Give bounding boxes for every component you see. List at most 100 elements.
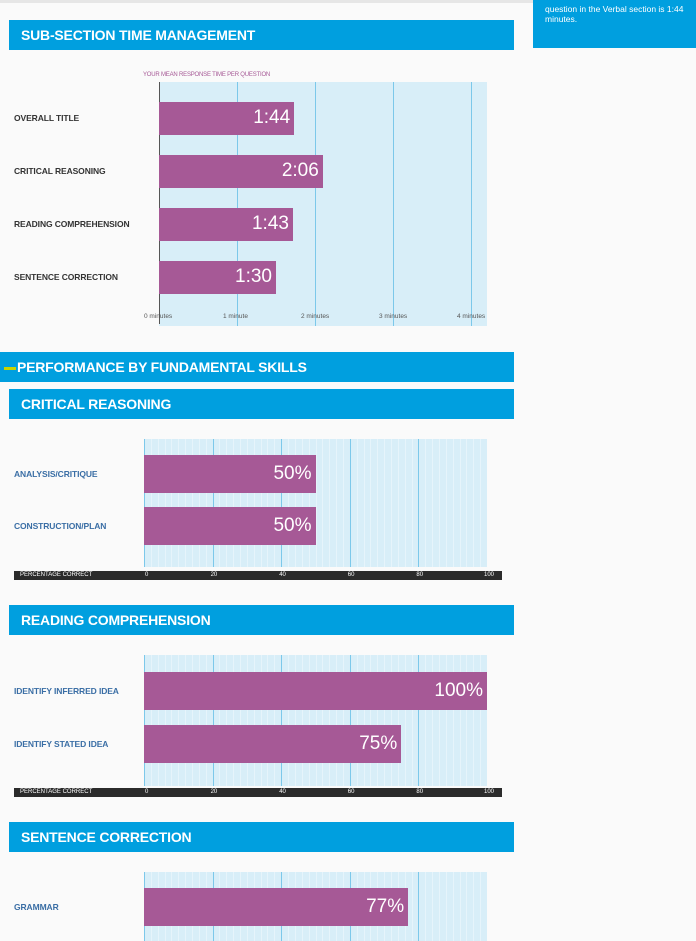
minor-gridline	[363, 655, 365, 786]
sentence-correction-header: SENTENCE CORRECTION	[9, 822, 514, 852]
minor-gridline	[411, 872, 413, 941]
gridline	[418, 439, 420, 567]
bar-value-label: 50%	[273, 515, 312, 536]
minor-gridline	[438, 872, 440, 941]
minor-gridline	[390, 655, 392, 786]
minor-gridline	[336, 439, 338, 567]
bar-value-label: 50%	[273, 463, 312, 484]
minor-gridline	[288, 655, 290, 786]
gridline	[144, 655, 145, 786]
minor-gridline	[411, 439, 413, 567]
minor-gridline	[288, 439, 290, 567]
gridline	[471, 82, 472, 326]
bar: 50%	[144, 455, 316, 493]
bar: 1:43	[159, 207, 293, 241]
bar-value-label: 75%	[359, 733, 398, 754]
minor-gridline	[445, 872, 447, 941]
minor-gridline	[384, 439, 386, 567]
category-label: ANALYSIS/CRITIQUE	[14, 469, 98, 479]
bar: 1:44	[159, 101, 295, 135]
minor-gridline	[233, 439, 235, 567]
minor-gridline	[178, 439, 180, 567]
bar: 2:06	[159, 154, 323, 188]
minor-gridline	[315, 655, 317, 786]
minor-gridline	[425, 439, 427, 567]
minor-gridline	[308, 655, 310, 786]
critical-reasoning-header: CRITICAL REASONING	[9, 389, 514, 419]
gridline	[349, 655, 351, 786]
y-axis-line	[159, 82, 160, 324]
time-management-header: SUB-SECTION TIME MANAGEMENT	[9, 20, 514, 50]
minor-gridline	[260, 655, 262, 786]
gridline	[418, 872, 420, 941]
minor-gridline	[226, 655, 228, 786]
x-tick-label: 2 minutes	[301, 313, 330, 320]
performance-header-label: PERFORMANCE BY FUNDAMENTAL SKILLS	[17, 359, 307, 375]
minor-gridline	[473, 439, 475, 567]
minor-gridline	[466, 439, 468, 567]
x-axis-title: PERCENTAGE CORRECT	[20, 789, 93, 795]
minor-gridline	[452, 439, 454, 567]
minor-gridline	[329, 655, 331, 786]
minor-gridline	[240, 439, 242, 567]
bar-value-label: 100%	[434, 680, 483, 701]
bar-value-label: 1:43	[251, 213, 289, 234]
minor-gridline	[157, 655, 159, 786]
x-axis-bar: PERCENTAGE CORRECT 0 20 40 60 80 100	[14, 788, 502, 797]
minor-gridline	[301, 655, 303, 786]
minor-gridline	[329, 439, 331, 567]
minor-gridline	[164, 655, 166, 786]
minor-gridline	[432, 872, 434, 941]
gridline	[144, 439, 145, 567]
minor-gridline	[384, 655, 386, 786]
minor-gridline	[432, 439, 434, 567]
minor-gridline	[322, 655, 324, 786]
x-tick-label: 0	[145, 572, 149, 578]
gridline	[212, 439, 214, 567]
category-label: READING COMPREHENSION	[14, 219, 130, 229]
minor-gridline	[342, 439, 344, 567]
minor-gridline	[233, 655, 235, 786]
minor-gridline	[397, 655, 399, 786]
x-tick-label: 0	[145, 789, 149, 795]
minor-gridline	[480, 872, 482, 941]
minor-gridline	[342, 655, 344, 786]
minor-gridline	[253, 439, 255, 567]
x-axis-bar: PERCENTAGE CORRECT 0 20 40 60 80 100	[14, 571, 502, 580]
minor-gridline	[336, 655, 338, 786]
minor-gridline	[240, 655, 242, 786]
minor-gridline	[185, 439, 187, 567]
minor-gridline	[480, 655, 482, 786]
minor-gridline	[377, 439, 379, 567]
reading-comprehension-header: READING COMPREHENSION	[9, 605, 514, 635]
gridline	[281, 439, 283, 567]
bar-value-label: 2:06	[281, 160, 319, 181]
x-tick-label: 20	[210, 789, 218, 795]
bar: 75%	[144, 725, 402, 763]
category-label: IDENTIFY STATED IDEA	[14, 739, 109, 749]
minor-gridline	[370, 439, 372, 567]
category-label: GRAMMAR	[14, 902, 59, 912]
minor-gridline	[294, 655, 296, 786]
minor-gridline	[377, 655, 379, 786]
minor-gridline	[274, 439, 276, 567]
category-label: CRITICAL REASONING	[14, 166, 106, 176]
minor-gridline	[466, 655, 468, 786]
minor-gridline	[432, 655, 434, 786]
minor-gridline	[267, 655, 269, 786]
category-label: OVERALL TITLE	[14, 113, 80, 123]
x-tick-label: 40	[279, 789, 286, 795]
minor-gridline	[480, 439, 482, 567]
minor-gridline	[164, 439, 166, 567]
summary-note: question in the Verbal section is 1:44 m…	[533, 0, 696, 48]
minor-gridline	[473, 872, 475, 941]
category-label: IDENTIFY INFERRED IDEA	[14, 686, 119, 696]
minor-gridline	[438, 439, 440, 567]
gridline	[418, 655, 420, 786]
gridline	[315, 82, 316, 326]
minor-gridline	[411, 655, 413, 786]
x-tick-label: 40	[279, 572, 286, 578]
x-tick-label: 0 minutes	[144, 313, 173, 320]
minor-gridline	[445, 439, 447, 567]
minor-gridline	[459, 439, 461, 567]
